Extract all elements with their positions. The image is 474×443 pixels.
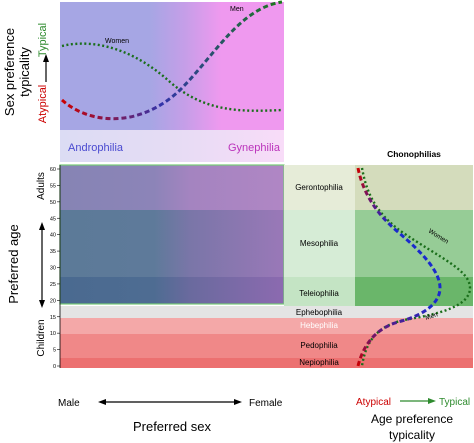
ephebophilia-band	[60, 306, 473, 318]
preferred-sex-axis-title: Preferred sex	[133, 419, 212, 434]
mesophilia-label: Mesophilia	[300, 239, 339, 248]
adults-label: Adults	[36, 172, 47, 200]
male-label: Male	[58, 398, 80, 409]
mesophilia-typicality-band	[355, 210, 473, 277]
chronophilias-title: Chonophilias	[387, 149, 441, 159]
gerontophilia-label: Gerontophilia	[295, 183, 343, 192]
age-ticks: 0 5 10 15 20 25 30 35 40 45 50 55 60	[50, 167, 60, 370]
sex-atypical-label: Atypical	[37, 85, 49, 124]
age-tick-label: 50	[50, 200, 56, 206]
female-label: Female	[249, 398, 283, 409]
age-tick-label: 55	[50, 183, 56, 189]
teleiophilia-typicality-band	[355, 277, 473, 306]
age-atypical-label: Atypical	[356, 397, 391, 408]
sex-preference-plot-area	[60, 2, 284, 130]
sex-preference-axis-title-line2: typicality	[17, 47, 32, 97]
gerontophilia-sex-band	[60, 165, 284, 210]
children-label: Children	[36, 319, 47, 356]
age-tick-label: 45	[50, 216, 56, 222]
typicality-arrow-head	[43, 54, 49, 62]
age-tick-label: 5	[53, 348, 56, 354]
age-tick-label: 0	[53, 364, 56, 370]
age-tick-label: 40	[50, 233, 56, 239]
gerontophilia-band	[284, 165, 355, 210]
age-preference-axis-title-line1: Age preference	[371, 412, 453, 426]
women-sex-preference-curve	[61, 42, 283, 112]
preferred-age-axis-title: Preferred age	[6, 224, 21, 304]
right-men-curve-label: Men	[424, 311, 439, 322]
nepiophilia-band	[60, 358, 473, 368]
age-tick-label: 10	[50, 331, 56, 337]
androphilia-label: Androphilia	[68, 142, 124, 154]
sex-preference-label-band	[60, 130, 284, 162]
teleiophilia-sex-band	[60, 277, 284, 304]
top-men-curve-label: Men	[230, 6, 244, 13]
sex-typical-label: Typical	[37, 23, 49, 57]
mesophilia-band	[284, 210, 355, 277]
top-women-curve-label: Women	[105, 38, 129, 45]
preferred-age-arrow-down	[39, 300, 45, 308]
age-tick-label: 60	[50, 167, 56, 173]
nepiophilia-label: Nepiophilia	[299, 358, 339, 367]
hebephilia-label: Hebephilia	[300, 321, 338, 330]
mesophilia-sex-band	[60, 210, 284, 277]
age-tick-label: 15	[50, 315, 56, 321]
sex-preference-axis-title-line1: Sex preference	[2, 28, 17, 116]
age-preference-axis-title-line2: typicality	[389, 428, 435, 442]
teleiophilia-label: Teleiophilia	[299, 289, 339, 298]
preferred-sex-arrow-left	[98, 399, 106, 405]
men-age-preference-curve	[356, 167, 442, 367]
age-typicality-arrow-head	[428, 398, 436, 404]
gynephilia-label: Gynephilia	[228, 142, 281, 154]
men-sex-preference-curve	[61, 0, 283, 121]
age-tick-label: 30	[50, 266, 56, 272]
preferred-sex-arrow-right	[234, 399, 242, 405]
pedophilia-band	[60, 334, 473, 358]
age-tick-label: 35	[50, 249, 56, 255]
age-tick-label: 20	[50, 298, 56, 304]
pedophilia-label: Pedophilia	[300, 341, 338, 350]
teleiophilia-band	[284, 277, 355, 306]
women-age-preference-curve	[360, 167, 472, 367]
hebephilia-band	[60, 318, 473, 334]
ephebophilia-label: Ephebophilia	[296, 308, 343, 317]
age-tick-label: 25	[50, 282, 56, 288]
preferred-age-arrow-up	[39, 222, 45, 230]
gerontophilia-typicality-band	[355, 165, 473, 210]
age-typical-label: Typical	[439, 397, 470, 408]
